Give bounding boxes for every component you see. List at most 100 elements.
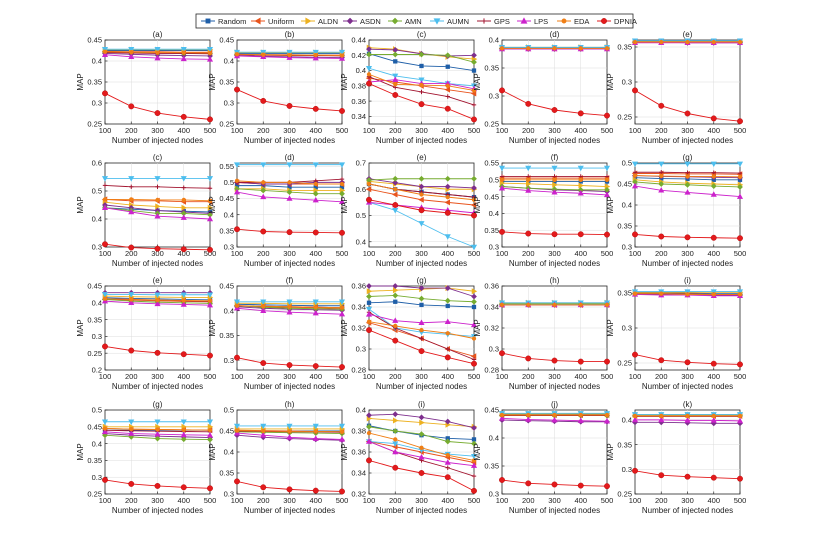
data-point [260, 484, 267, 491]
data-point [339, 488, 345, 495]
data-point [312, 229, 319, 236]
y-tick-label: 0.6 [92, 159, 102, 168]
y-tick-label: 0.5 [92, 187, 102, 196]
y-tick-label: 0.35 [219, 469, 234, 478]
y-tick-label: 0.35 [617, 289, 632, 298]
data-point [471, 437, 477, 442]
x-tick-label: 100 [99, 372, 112, 381]
data-point [578, 177, 583, 182]
data-point [471, 298, 477, 305]
data-point [365, 311, 373, 317]
series-aumn [101, 419, 214, 425]
x-axis-label: Number of injected nodes [376, 259, 467, 268]
data-point [366, 288, 373, 295]
y-tick-label: 0.45 [87, 36, 102, 45]
data-point [470, 462, 478, 468]
x-tick-label: 500 [734, 372, 747, 381]
subplot-title: (i) [418, 400, 425, 409]
x-tick-label: 300 [151, 372, 164, 381]
data-point [604, 483, 610, 490]
series-eda [366, 430, 477, 463]
data-point [471, 59, 477, 66]
data-point [632, 291, 638, 296]
y-tick-label: 0.4 [224, 306, 234, 315]
data-point [207, 204, 214, 211]
data-point [577, 482, 584, 489]
data-point [128, 480, 135, 487]
data-point [312, 105, 319, 112]
data-point [658, 472, 665, 479]
data-point [286, 486, 293, 493]
series-dpnia [234, 226, 345, 236]
data-point [206, 419, 214, 425]
data-point [260, 97, 267, 104]
series-dpnia [499, 228, 610, 238]
data-point [444, 459, 451, 465]
data-point [445, 64, 450, 69]
y-tick-label: 0.3 [92, 243, 102, 252]
data-point [737, 170, 743, 176]
y-tick-label: 0.35 [617, 440, 632, 449]
x-axis-label: Number of injected nodes [642, 506, 733, 515]
x-tick-label: 400 [441, 496, 454, 505]
data-point [418, 319, 425, 326]
data-point [445, 331, 450, 336]
x-axis-label: Number of injected nodes [112, 382, 203, 391]
series-eda [632, 291, 743, 297]
x-axis-label: Number of injected nodes [244, 259, 335, 268]
data-point [526, 177, 531, 182]
data-point [312, 423, 319, 430]
x-tick-label: 500 [204, 496, 217, 505]
data-point [392, 283, 399, 289]
y-tick-label: 0.3 [489, 490, 499, 499]
subplot-title: (e) [417, 153, 427, 162]
data-point [471, 212, 477, 219]
series-amn [632, 178, 743, 190]
data-point [338, 423, 346, 430]
series-aumn [101, 176, 214, 182]
data-point [525, 416, 532, 422]
data-point [128, 299, 135, 306]
data-point [685, 174, 690, 179]
y-tick-label: 0.25 [484, 120, 499, 129]
data-point [233, 188, 241, 195]
x-tick-label: 200 [522, 372, 535, 381]
data-point [261, 428, 266, 434]
subplot-title: (k) [683, 400, 693, 409]
y-tick-label: 0.5 [622, 159, 632, 168]
series-amn [102, 432, 213, 443]
data-point [155, 427, 160, 432]
data-point [206, 301, 214, 308]
data-point [471, 336, 477, 341]
x-tick-label: 400 [707, 372, 720, 381]
subplot-15: 0.25 0.3 0.35 100 200 300 400 500 (i) Number of i… [606, 276, 746, 391]
legend-label: ALDN [318, 17, 338, 26]
legend-marker [305, 17, 312, 25]
y-axis-label: MAP [606, 73, 615, 90]
x-tick-label: 300 [415, 496, 428, 505]
data-point [102, 197, 108, 202]
data-point [419, 419, 425, 426]
legend-label: EDA [574, 17, 589, 26]
x-tick-label: 400 [309, 496, 322, 505]
data-point [392, 175, 399, 182]
data-point [684, 417, 691, 423]
data-point [233, 299, 241, 306]
data-point [260, 187, 267, 194]
data-point [737, 39, 743, 45]
y-tick-label: 0.4 [356, 66, 366, 75]
data-point [392, 92, 399, 98]
data-point [684, 161, 691, 168]
data-point [339, 181, 345, 187]
data-point [180, 113, 187, 120]
data-point [366, 457, 372, 464]
y-tick-label: 0.4 [224, 210, 234, 219]
x-tick-label: 300 [681, 372, 694, 381]
data-point [710, 360, 717, 367]
legend-entry-aldn: ALDN [301, 17, 338, 26]
data-point [471, 440, 477, 447]
data-point [659, 173, 664, 179]
x-tick-label: 400 [177, 496, 190, 505]
subplot-2: 0.25 0.3 0.35 0.4 0.45 100 200 300 400 500 (b) Numb… [208, 30, 348, 145]
data-point [684, 181, 691, 188]
